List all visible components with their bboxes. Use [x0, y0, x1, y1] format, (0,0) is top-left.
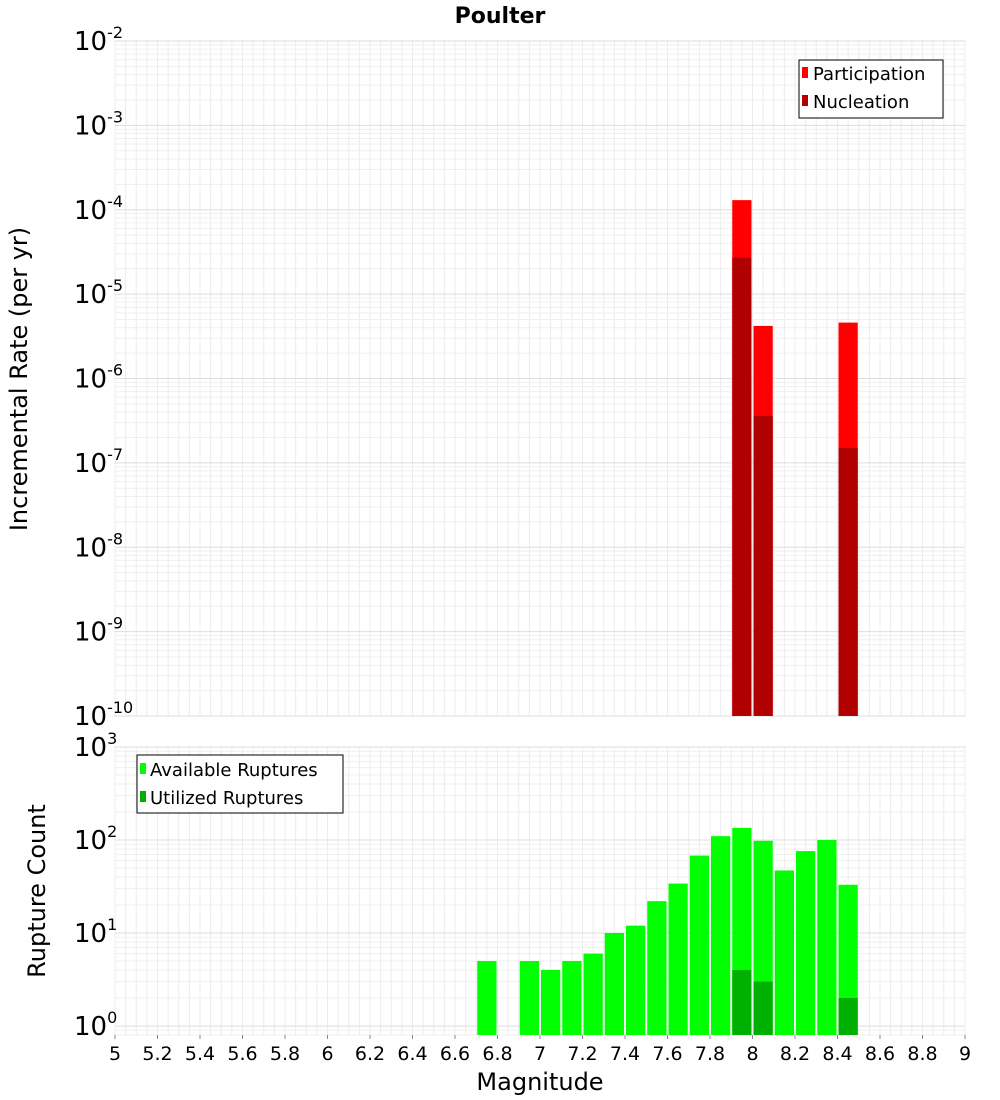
x-tick-label: 7 [534, 1043, 546, 1065]
bottom-legend: Available Ruptures Utilized Ruptures [136, 754, 344, 814]
bottom-legend-box [136, 754, 344, 814]
bottom-y-tick-label: 100 [74, 1008, 117, 1042]
bottom-bar-available-ruptures [796, 851, 816, 1035]
x-tick-label: 8.2 [780, 1043, 810, 1065]
bottom-y-axis-label: Rupture Count [23, 804, 51, 978]
top-y-tick-label: 10-5 [74, 276, 123, 310]
incremental-rate-panel: 10-10 10-9 10-8 10-7 10-6 10-5 10-4 10-3 10-2 In… [5, 23, 966, 732]
top-y-tick-labels: 10-10 10-9 10-8 10-7 10-6 10-5 10-4 10-3 10-2 [74, 23, 133, 732]
bottom-bars [477, 827, 858, 1035]
legend-label-utilized: Utilized Ruptures [150, 788, 303, 809]
x-tick-label: 7.4 [610, 1043, 640, 1065]
x-tick-label: 5 [109, 1043, 121, 1065]
bottom-y-tick-label: 103 [74, 729, 117, 763]
bottom-bar-utilized-ruptures [732, 969, 752, 1035]
bottom-bar-available-ruptures [689, 855, 709, 1035]
legend-swatch-nucleation [802, 95, 808, 106]
bottom-bar-available-ruptures [519, 960, 539, 1035]
bottom-bar-available-ruptures [583, 953, 603, 1035]
legend-label-available: Available Ruptures [150, 760, 318, 781]
x-tick-label: 9 [959, 1043, 971, 1065]
bottom-bar-available-ruptures [626, 925, 646, 1035]
bottom-bar-available-ruptures [817, 839, 837, 1035]
x-tick-label: 8.6 [865, 1043, 895, 1065]
chart-title: Poulter [455, 4, 546, 29]
x-tick-label: 5.2 [142, 1043, 172, 1065]
top-y-tick-label: 10-6 [74, 361, 123, 395]
top-bar-nucleation [732, 257, 752, 716]
x-tick-label: 7.6 [652, 1043, 682, 1065]
bottom-y-tick-label: 102 [74, 822, 117, 856]
legend-label-participation: Participation [813, 64, 925, 85]
legend-label-nucleation: Nucleation [813, 92, 909, 113]
bottom-bar-available-ruptures [477, 960, 497, 1035]
top-y-tick-label: 10-2 [74, 23, 123, 57]
top-y-tick-label: 10-8 [74, 529, 123, 563]
top-y-tick-label: 10-7 [74, 445, 123, 479]
top-y-tick-label: 10-10 [74, 698, 133, 732]
bottom-bar-available-ruptures [711, 836, 731, 1035]
bottom-bar-available-ruptures [838, 884, 858, 1035]
bottom-bar-available-ruptures [541, 969, 561, 1035]
rupture-count-panel: 100 101 102 103 5 5.2 5.4 5.6 5.8 6 6.2 6.4 6.6 6.8 7… [23, 729, 971, 1096]
legend-swatch-participation [802, 67, 808, 78]
top-y-tick-label: 10-9 [74, 614, 123, 648]
x-tick-label: 7.8 [695, 1043, 725, 1065]
top-gridlines [114, 40, 966, 717]
top-bar-nucleation [838, 448, 858, 716]
x-tick-label: 8.4 [822, 1043, 852, 1065]
top-legend-box [798, 59, 944, 119]
top-bars [732, 200, 858, 716]
x-axis-label: Magnitude [476, 1068, 603, 1096]
x-tick-label: 6.6 [440, 1043, 470, 1065]
x-tick-label: 8.8 [907, 1043, 937, 1065]
x-tick-label: 5.6 [227, 1043, 257, 1065]
top-y-tick-label: 10-3 [74, 107, 123, 141]
bottom-bar-available-ruptures [668, 883, 688, 1035]
bottom-bar-utilized-ruptures [753, 981, 773, 1035]
x-tick-label: 6 [321, 1043, 333, 1065]
top-y-tick-label: 10-4 [74, 192, 123, 226]
top-legend: Participation Nucleation [798, 59, 944, 119]
x-tick-label: 6.4 [397, 1043, 427, 1065]
x-tick-label: 8 [746, 1043, 758, 1065]
legend-swatch-utilized [140, 791, 146, 802]
bottom-y-tick-label: 101 [74, 915, 117, 949]
x-tick-label: 7.2 [567, 1043, 597, 1065]
x-tick-labels: 5 5.2 5.4 5.6 5.8 6 6.2 6.4 6.6 6.8 7 7.2 7.4 7.6 7.8 8… [109, 1035, 971, 1065]
x-tick-label: 5.4 [185, 1043, 215, 1065]
x-tick-label: 6.8 [482, 1043, 512, 1065]
bottom-bar-available-ruptures [604, 932, 624, 1035]
top-bar-nucleation [753, 415, 773, 716]
bottom-bar-utilized-ruptures [838, 997, 858, 1035]
bottom-y-tick-labels: 100 101 102 103 [74, 729, 117, 1042]
bottom-bar-available-ruptures [562, 960, 582, 1035]
bottom-bar-available-ruptures [774, 870, 794, 1035]
x-tick-label: 5.8 [270, 1043, 300, 1065]
top-y-axis-label: Incremental Rate (per yr) [5, 227, 33, 531]
legend-swatch-available [140, 763, 146, 774]
bottom-bar-available-ruptures [647, 901, 667, 1035]
x-tick-label: 6.2 [355, 1043, 385, 1065]
